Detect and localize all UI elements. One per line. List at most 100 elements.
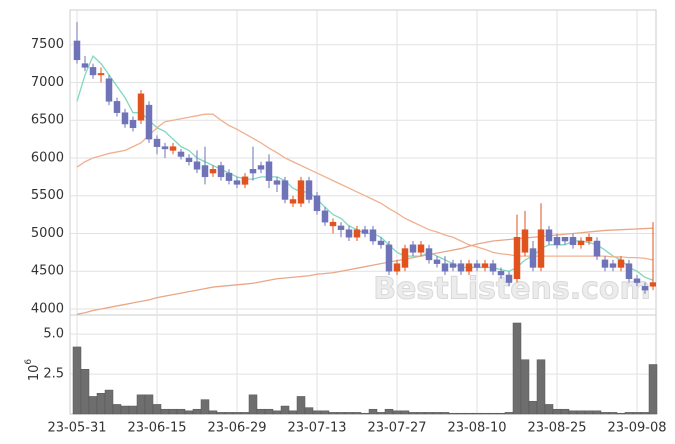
candle-body	[321, 210, 329, 223]
candle-body	[313, 195, 321, 212]
candle-body	[641, 286, 649, 291]
candle-body	[129, 119, 137, 129]
candle-body	[465, 263, 473, 272]
candle-body	[505, 274, 513, 283]
volume-bar	[152, 404, 162, 415]
x-tick-label: 23-06-15	[127, 421, 186, 436]
volume-bar	[328, 412, 338, 415]
volume-bar	[432, 412, 442, 415]
candle-body	[73, 40, 81, 61]
volume-bar	[256, 408, 266, 415]
volume-bar	[512, 322, 522, 415]
candle-body	[545, 229, 553, 242]
x-tick-label: 23-06-29	[207, 421, 266, 436]
candle-body	[273, 180, 281, 185]
volume-unit-exponent: 6	[24, 359, 34, 365]
volume-bar	[600, 412, 610, 415]
candle-body	[377, 240, 385, 246]
candle-body	[625, 263, 633, 280]
x-tick-label: 23-08-10	[447, 421, 506, 436]
candle-body	[569, 236, 577, 246]
volume-unit: 106	[24, 359, 42, 382]
volume-bar	[272, 410, 282, 415]
volume-unit-base: 10	[27, 365, 42, 382]
candle-body	[497, 270, 505, 276]
volume-bar	[176, 408, 186, 415]
volume-bar	[560, 408, 570, 415]
y-tick-label: 4000	[31, 301, 64, 316]
volume-bar	[592, 410, 602, 415]
volume-bar	[568, 410, 578, 415]
price-panel	[73, 22, 656, 315]
volume-bar	[520, 359, 530, 415]
candle-body	[401, 248, 409, 268]
y-tick-label: 4500	[31, 264, 64, 279]
candle-body	[425, 248, 433, 261]
candle-body	[145, 104, 153, 140]
volume-bar	[496, 412, 506, 415]
y-tick-label: 7500	[31, 37, 64, 52]
volume-bar	[336, 412, 346, 415]
volume-bar	[168, 408, 178, 415]
candle-body	[609, 263, 617, 268]
candle-body	[241, 176, 249, 185]
volume-bar	[536, 359, 546, 415]
candle-body	[297, 180, 305, 204]
candle-body	[121, 112, 129, 125]
candle-body	[449, 263, 457, 268]
volume-bar	[376, 412, 386, 415]
volume-bar	[440, 412, 450, 415]
volume-bar	[304, 407, 314, 415]
volume-bar	[456, 412, 466, 415]
candle-body	[201, 165, 209, 178]
y-tick-label: 6500	[31, 113, 64, 128]
volume-bar	[224, 412, 234, 415]
x-tick-label: 23-08-25	[527, 421, 586, 436]
candle-body	[457, 263, 465, 272]
x-tick-label: 23-05-31	[47, 421, 106, 436]
volume-bar	[384, 408, 394, 415]
volume-bar	[648, 364, 658, 415]
candle-body	[649, 282, 656, 287]
volume-bar	[264, 408, 274, 415]
volume-bar	[120, 405, 130, 415]
volume-bar	[248, 394, 258, 415]
candle-body	[249, 169, 257, 174]
candle-body	[361, 229, 369, 234]
x-tick-label: 23-07-27	[367, 421, 426, 436]
volume-bar	[424, 412, 434, 415]
candle-body	[561, 236, 569, 242]
volume-bar	[240, 412, 250, 415]
volume-bar	[312, 410, 322, 415]
candle-body	[177, 151, 185, 157]
volume-bar	[448, 412, 458, 415]
volume-bar	[216, 412, 226, 415]
volume-bar	[392, 410, 402, 415]
y-tick-label: 2.5	[43, 367, 64, 382]
candle-body	[137, 93, 145, 121]
volume-bar	[96, 392, 106, 415]
volume-bar	[184, 410, 194, 415]
candle-body	[217, 165, 225, 178]
candle-body	[585, 236, 593, 242]
candle-body	[633, 278, 641, 283]
candle-body	[369, 229, 377, 242]
candle-body	[289, 199, 297, 204]
x-tick-label: 23-09-08	[607, 421, 666, 436]
y-tick-label: 5.0	[43, 327, 64, 342]
candle-body	[529, 248, 537, 268]
volume-bar	[296, 396, 306, 415]
volume-bar	[160, 408, 170, 415]
candle-body	[537, 229, 545, 268]
volume-bar	[464, 412, 474, 415]
volume-bar	[640, 412, 650, 415]
volume-bar	[552, 408, 562, 415]
candle-body	[257, 165, 265, 170]
candle-body	[601, 259, 609, 268]
candle-body	[337, 225, 345, 230]
y-tick-label: 5500	[31, 188, 64, 203]
candle-body	[577, 240, 585, 246]
volume-bar	[472, 412, 482, 415]
candle-body	[225, 172, 233, 181]
grid	[70, 10, 656, 414]
